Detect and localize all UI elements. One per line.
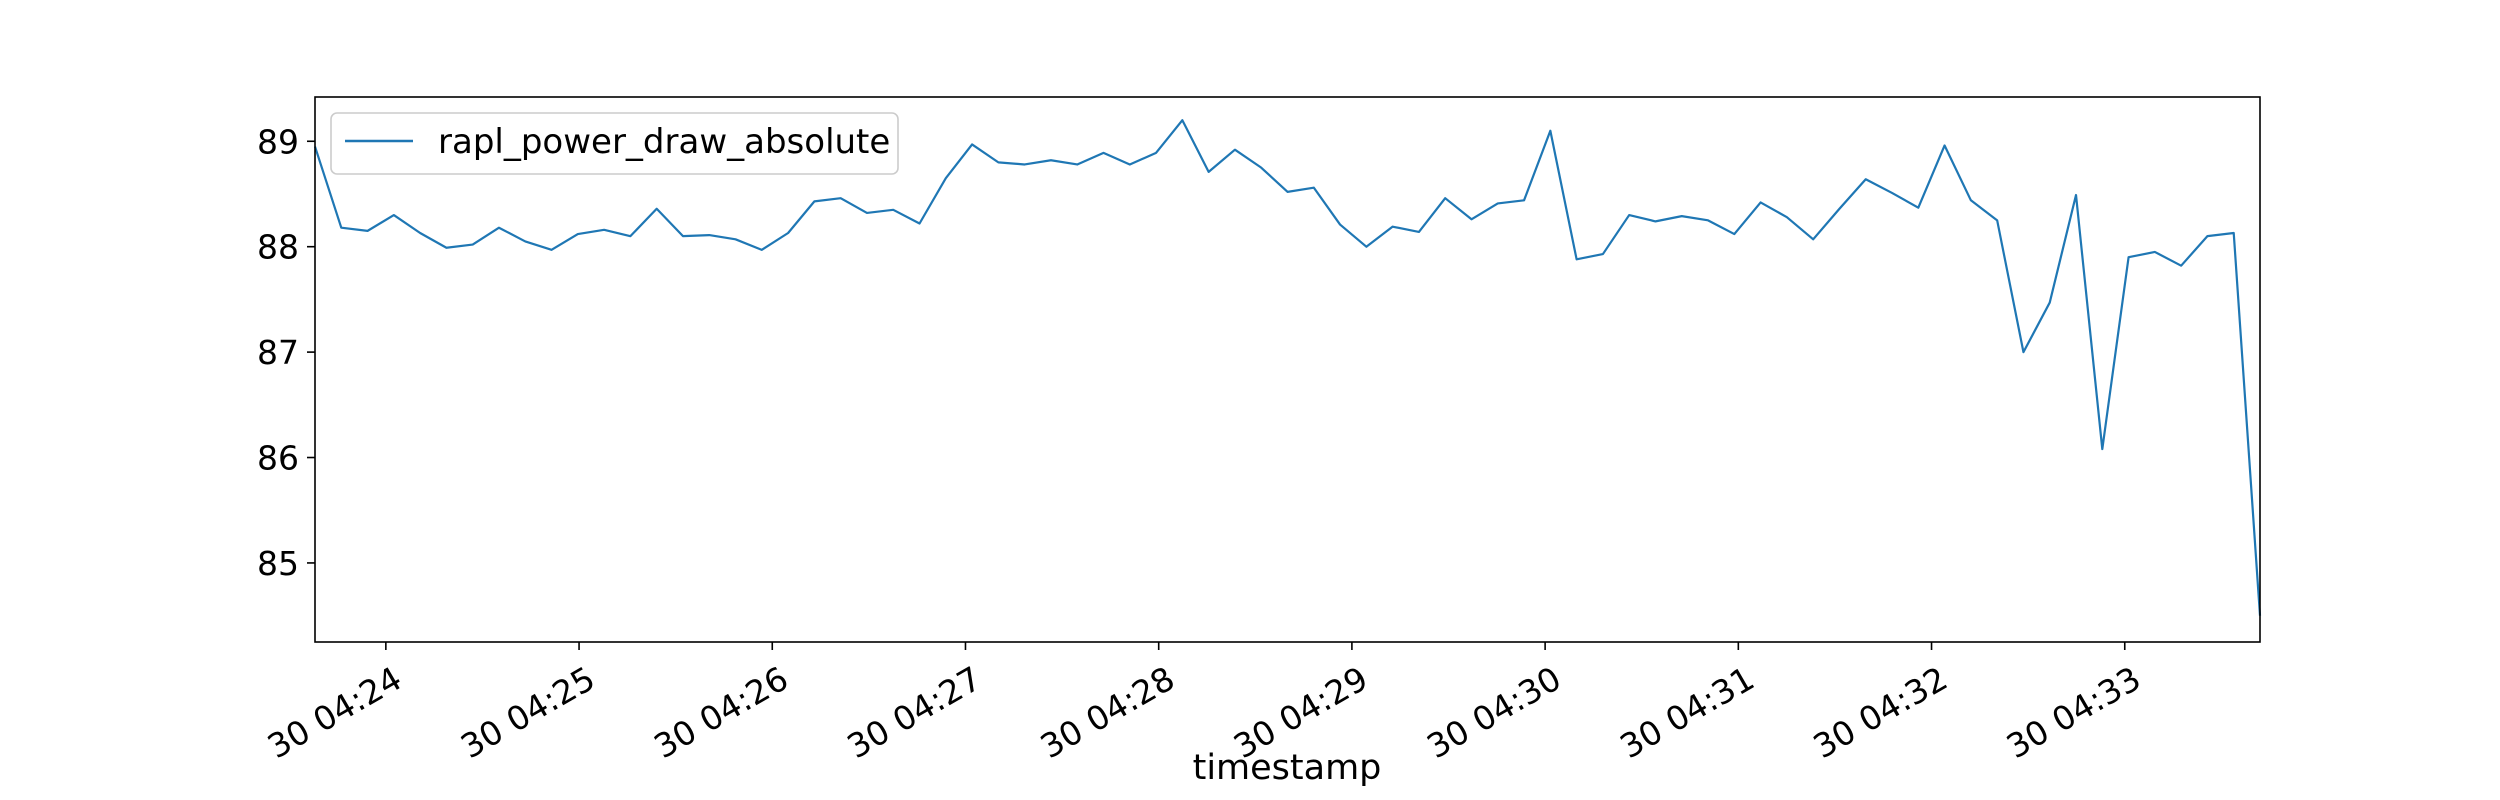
x-tick-label: 30 04:27 xyxy=(841,659,988,767)
series-layer xyxy=(313,119,2262,616)
y-tick-label: 85 xyxy=(257,544,299,583)
plot-background xyxy=(315,97,2260,642)
y-tick-label: 88 xyxy=(257,228,299,267)
x-tick-label: 30 04:32 xyxy=(1807,659,1954,767)
x-tick-label: 30 04:26 xyxy=(647,659,794,767)
y-axis: 85 86 87 88 89 xyxy=(257,122,315,583)
series-line-0 xyxy=(313,119,2262,616)
x-tick-label: 30 04:25 xyxy=(454,659,601,767)
y-tick-label: 86 xyxy=(257,439,299,478)
x-tick-label: 30 04:33 xyxy=(2000,659,2147,767)
x-tick-label: 30 04:30 xyxy=(1420,659,1567,767)
plot-frame xyxy=(314,96,2261,643)
y-tick-label: 89 xyxy=(257,122,299,161)
legend-label: rapl_power_draw_absolute xyxy=(438,122,890,162)
x-axis-label: timestamp xyxy=(1193,748,1382,788)
x-tick-label: 30 04:24 xyxy=(261,659,408,767)
x-tick-label: 30 04:28 xyxy=(1034,659,1181,767)
x-tick-label: 30 04:31 xyxy=(1613,659,1760,767)
legend-box xyxy=(330,112,899,175)
legend: rapl_power_draw_absolute xyxy=(330,112,899,175)
y-tick-label: 87 xyxy=(257,333,299,372)
